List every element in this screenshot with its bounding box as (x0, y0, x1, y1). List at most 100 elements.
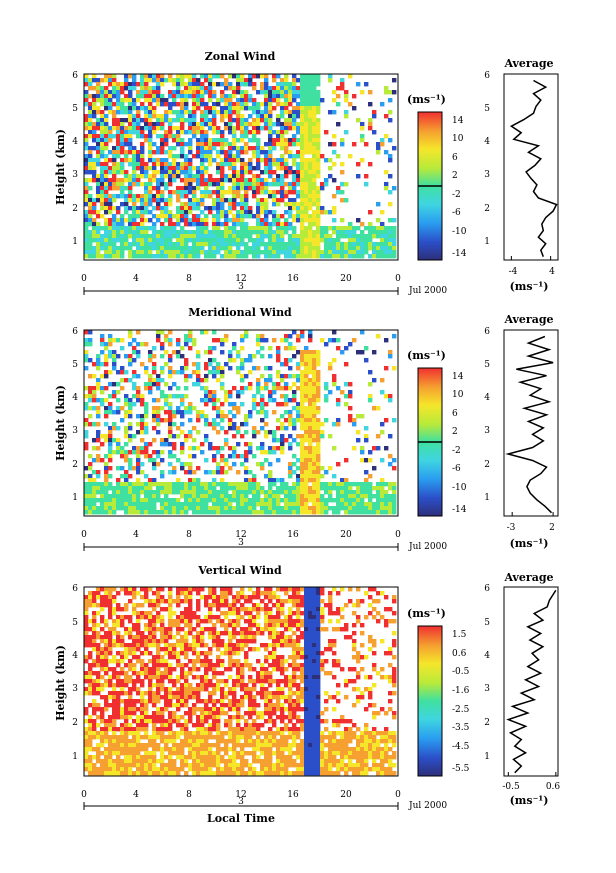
heatmap-cell (236, 186, 241, 191)
heatmap-cell (180, 114, 185, 119)
heatmap-cell (104, 226, 109, 231)
heatmap-cell (300, 378, 305, 383)
heatmap-cell (216, 154, 221, 159)
heatmap-cell (136, 478, 141, 483)
heatmap-cell (256, 510, 261, 515)
heatmap-cell (156, 102, 161, 107)
heatmap-cell (132, 82, 137, 87)
x-tick-label: 12 (235, 530, 246, 540)
heatmap-cell (232, 198, 237, 203)
heatmap-cell (316, 162, 321, 167)
x-axis: 0 4 8 12 16 20 0 3 Jul 2000 (81, 274, 447, 296)
heatmap-cell (328, 486, 333, 491)
heatmap-cell (264, 106, 269, 111)
heatmap-cell (208, 122, 213, 127)
heatmap-cell (300, 402, 305, 407)
heatmap-cell (104, 238, 109, 243)
heatmap-cell (308, 619, 313, 624)
heatmap-cell (152, 238, 157, 243)
heatmap-cell (340, 478, 345, 483)
heatmap-cell (240, 214, 245, 219)
heatmap-cell (352, 254, 357, 259)
heatmap-cell (364, 182, 369, 187)
profile-y-tick: 3 (484, 170, 490, 180)
heatmap-cell (208, 190, 213, 195)
heatmap-cell (156, 250, 161, 255)
heatmap-cell (216, 635, 221, 640)
heatmap-cell (264, 230, 269, 235)
heatmap-cell (280, 599, 285, 604)
heatmap-cell (248, 470, 253, 475)
heatmap-cell (204, 182, 209, 187)
heatmap-cell (296, 218, 301, 223)
heatmap-cell (216, 166, 221, 171)
heatmap-cell (100, 162, 105, 167)
heatmap-cell (300, 454, 305, 459)
heatmap-cell (192, 643, 197, 648)
heatmap-cell (196, 222, 201, 227)
heatmap-cell (148, 627, 153, 632)
heatmap-cell (304, 498, 309, 503)
heatmap-cell (300, 106, 305, 111)
y-axis: 1 2 3 4 5 6 Height (km) (54, 327, 78, 503)
heatmap-cell (288, 90, 293, 95)
heatmap-cell (316, 206, 321, 211)
heatmap-cell (132, 374, 137, 379)
heatmap-cell (288, 246, 293, 251)
heatmap-cell (372, 242, 377, 247)
heatmap-cell (168, 222, 173, 227)
heatmap-cell (320, 506, 325, 511)
heatmap-cell (224, 506, 229, 511)
heatmap-cell (112, 234, 117, 239)
heatmap-cell (116, 619, 121, 624)
heatmap-cell (296, 242, 301, 247)
heatmap-cell (288, 82, 293, 87)
profile-y-tick: 4 (484, 393, 490, 403)
heatmap-cell (312, 242, 317, 247)
heatmap-cell (356, 250, 361, 255)
heatmap-cell (284, 142, 289, 147)
heatmap-cell (116, 234, 121, 239)
heatmap-cell (160, 458, 165, 463)
heatmap-cell (116, 631, 121, 636)
heatmap-cell (204, 170, 209, 175)
heatmap-cell (156, 242, 161, 247)
heatmap-cell (296, 250, 301, 255)
heatmap-cell (252, 118, 257, 123)
heatmap-cell (284, 78, 289, 83)
heatmap-cell (276, 382, 281, 387)
heatmap-cell (220, 198, 225, 203)
heatmap-cell (288, 366, 293, 371)
heatmap-cell (224, 442, 229, 447)
heatmap-cell (308, 643, 313, 648)
heatmap-cell (272, 218, 277, 223)
heatmap-cell (188, 142, 193, 147)
heatmap-cell (268, 94, 273, 99)
heatmap-cell (392, 494, 397, 499)
heatmap-cell (292, 406, 297, 411)
heatmap-cell (272, 398, 277, 403)
heatmap-cell (304, 362, 309, 367)
heatmap-cell (316, 418, 321, 423)
heatmap-cell (268, 635, 273, 640)
heatmap-cell (196, 643, 201, 648)
heatmap-cell (284, 106, 289, 111)
heatmap-cell (300, 158, 305, 163)
heatmap-cell (144, 450, 149, 455)
heatmap-cell (276, 346, 281, 351)
heatmap-cell (236, 647, 241, 652)
heatmap-cell (336, 226, 341, 231)
heatmap-cell (260, 118, 265, 123)
heatmap-cell (240, 106, 245, 111)
heatmap-cell (112, 599, 117, 604)
heatmap-cell (136, 450, 141, 455)
heatmap-cell (344, 502, 349, 507)
heatmap-cell (88, 386, 93, 391)
heatmap-cell (248, 354, 253, 359)
heatmap-cell (160, 182, 165, 187)
heatmap-cell (300, 138, 305, 143)
heatmap-cell (108, 218, 113, 223)
heatmap-cell (180, 98, 185, 103)
heatmap-cell (172, 502, 177, 507)
heatmap-cell (144, 482, 149, 487)
